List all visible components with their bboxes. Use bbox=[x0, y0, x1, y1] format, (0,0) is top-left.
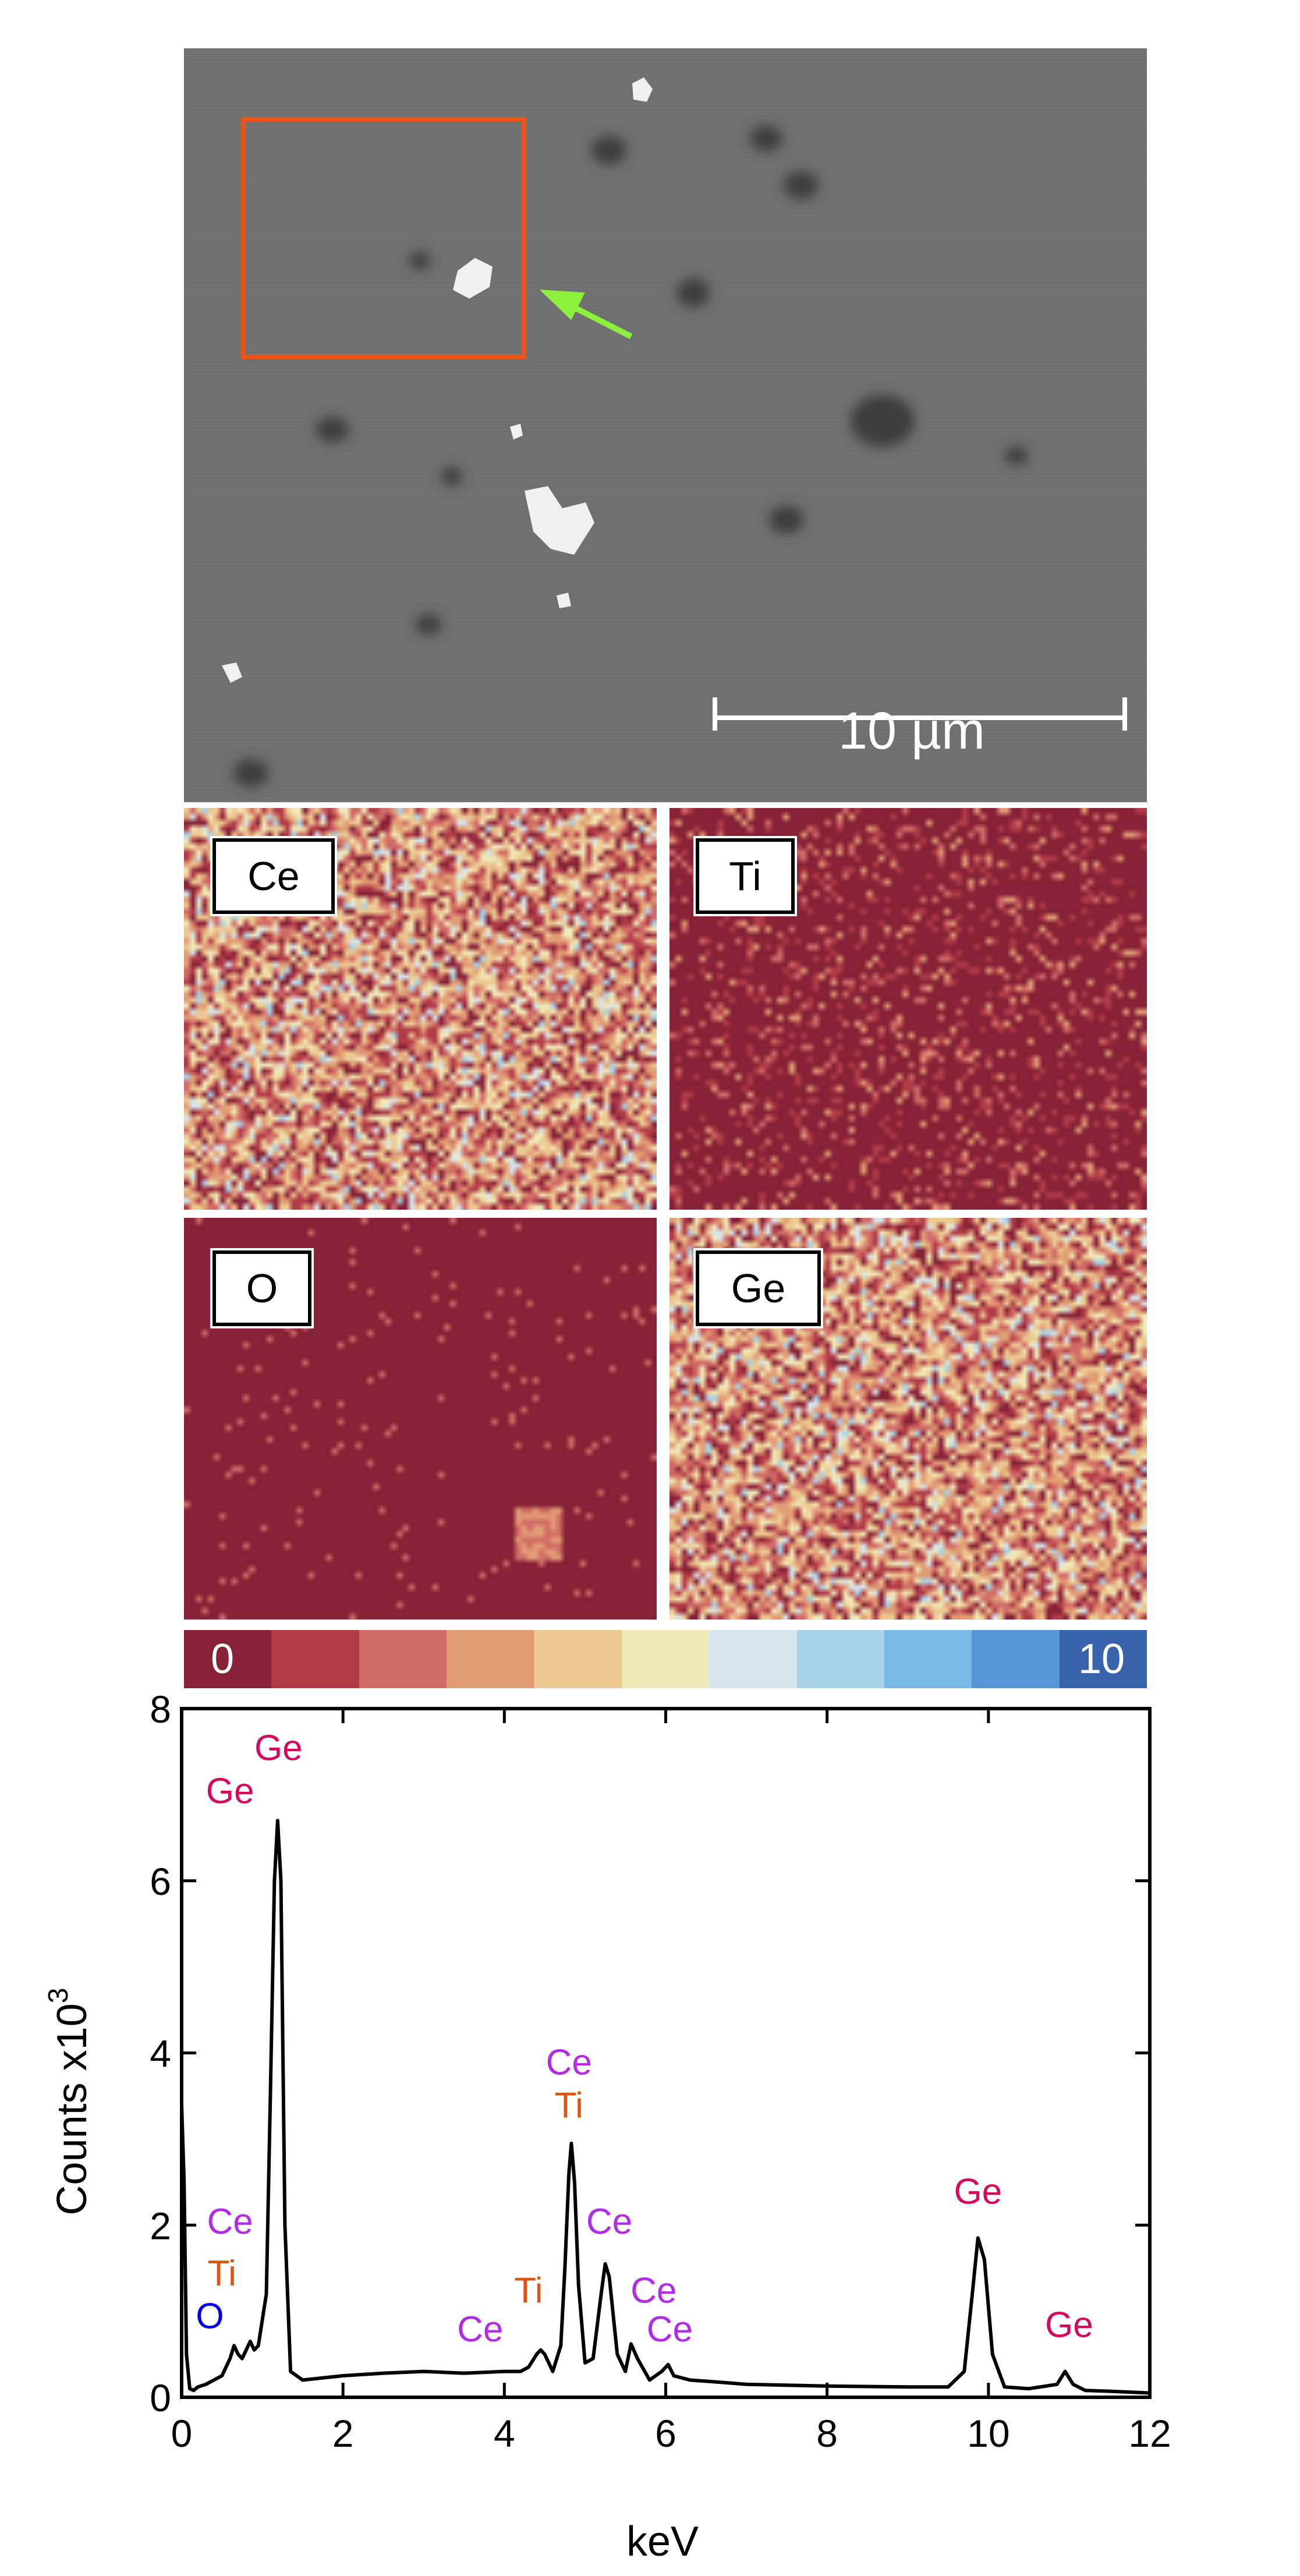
peak-label: Ce bbox=[457, 2309, 503, 2350]
peak-label: Ge bbox=[954, 2171, 1002, 2212]
particle-highlighted bbox=[453, 258, 493, 299]
peak-label: Ti bbox=[514, 2270, 543, 2311]
x-tick-label: 10 bbox=[967, 2412, 1009, 2455]
ge-map-label: Ge bbox=[693, 1248, 823, 1328]
peak-label: Ce bbox=[546, 2042, 592, 2082]
peak-label: Ge bbox=[1045, 2305, 1093, 2345]
y-tick-label: 4 bbox=[150, 2032, 171, 2075]
dark-spots bbox=[233, 126, 1028, 787]
x-tick-label: 0 bbox=[171, 2412, 193, 2455]
colorbar-segment bbox=[359, 1630, 447, 1688]
y-axis-label-exponent: 3 bbox=[43, 1988, 74, 2004]
colorbar-segment bbox=[709, 1630, 797, 1688]
colorbar-min-label: 0 bbox=[211, 1636, 235, 1682]
colorbar-segment bbox=[621, 1630, 710, 1688]
y-axis-label-text: Counts x10 bbox=[49, 2003, 95, 2215]
colorbar-segment bbox=[447, 1630, 534, 1688]
peak-label: Ti bbox=[208, 2253, 236, 2294]
colorbar-segment bbox=[884, 1630, 972, 1688]
x-tick-label: 8 bbox=[816, 2412, 838, 2455]
colorbar-segment bbox=[184, 1630, 272, 1688]
roi-box bbox=[241, 117, 526, 359]
y-tick-label: 2 bbox=[150, 2204, 171, 2247]
peak-label: Ce bbox=[647, 2309, 693, 2350]
peak-label: Ge bbox=[254, 1728, 303, 1769]
ti-map-label: Ti bbox=[693, 836, 797, 916]
o-map-label: O bbox=[210, 1248, 314, 1328]
scale-bar bbox=[713, 697, 1127, 731]
x-axis-label: keV bbox=[626, 2518, 699, 2565]
peak-label: Ce bbox=[586, 2202, 632, 2242]
peak-label: Ce bbox=[207, 2202, 253, 2242]
x-tick-label: 4 bbox=[494, 2412, 515, 2455]
x-tick-label: 6 bbox=[655, 2412, 676, 2455]
spectrum-line bbox=[180, 1819, 1150, 2395]
peak-label: Ce bbox=[630, 2270, 676, 2311]
colorbar-max-label: 10 bbox=[1078, 1636, 1125, 1682]
peak-label: Ge bbox=[206, 1771, 254, 1812]
chart-axes: 0 2 4 6 8 10 12 0 2 4 6 8 bbox=[150, 1688, 1171, 2455]
bright-particles bbox=[222, 77, 653, 683]
x-tick-label: 2 bbox=[332, 2412, 354, 2455]
ce-map-label: Ce bbox=[210, 836, 337, 916]
y-tick-label: 8 bbox=[150, 1688, 171, 1731]
colorbar bbox=[184, 1630, 1147, 1688]
green-arrow-icon bbox=[539, 289, 633, 339]
scale-bar-label: 10 µm bbox=[838, 702, 985, 760]
x-tick-label: 12 bbox=[1128, 2412, 1171, 2455]
colorbar-segment bbox=[796, 1630, 884, 1688]
peak-label: Ti bbox=[555, 2085, 583, 2125]
y-tick-label: 6 bbox=[150, 1860, 171, 1903]
colorbar-segment bbox=[972, 1630, 1060, 1688]
sem-image bbox=[184, 48, 1147, 802]
colorbar-segment bbox=[1059, 1630, 1147, 1688]
colorbar-segment bbox=[271, 1630, 359, 1688]
y-axis-label: Counts x103 bbox=[43, 1988, 95, 2216]
y-tick-label: 0 bbox=[150, 2376, 171, 2419]
colorbar-segment bbox=[534, 1630, 622, 1688]
peak-label: O bbox=[196, 2297, 224, 2337]
